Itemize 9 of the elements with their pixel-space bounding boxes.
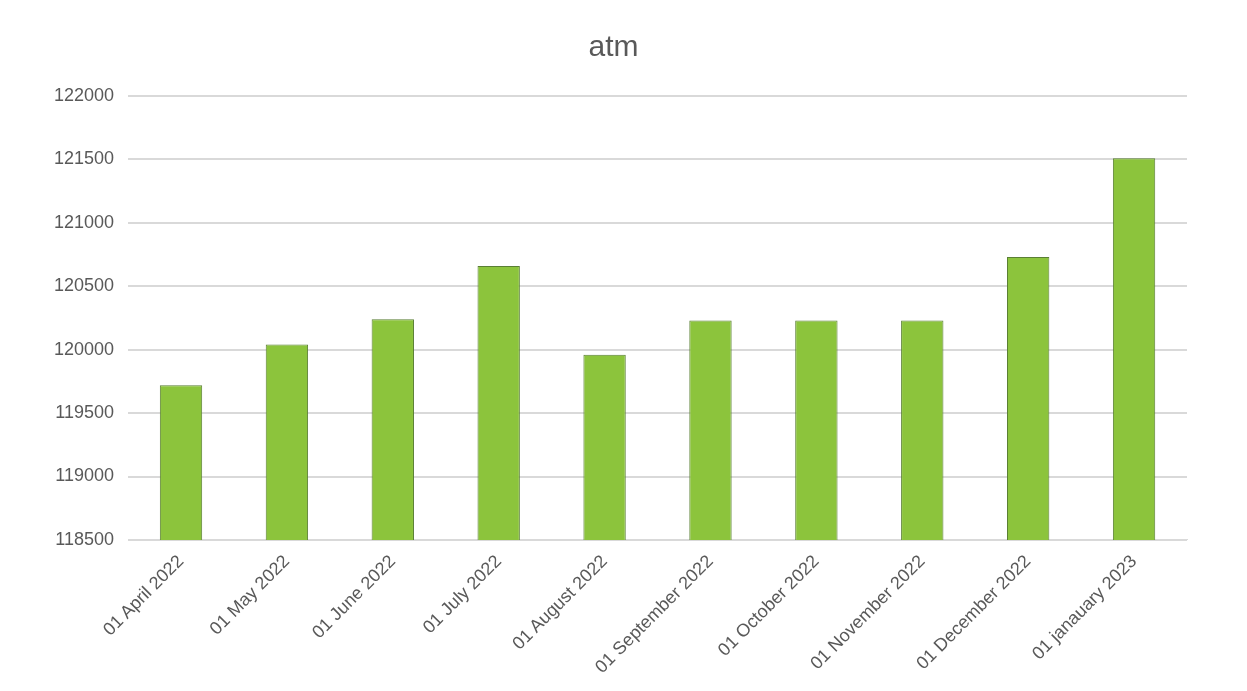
chart-title: atm — [588, 29, 639, 63]
y-tick-label: 121000 — [53, 211, 115, 232]
y-tick-label: 121500 — [53, 148, 115, 169]
y-tick-label: 119500 — [55, 402, 115, 423]
y-tick-label: 122000 — [53, 84, 115, 105]
y-tick-label: 119000 — [55, 465, 115, 486]
y-tick-label: 120000 — [53, 338, 115, 359]
y-tick-label: 118500 — [55, 528, 115, 549]
y-tick-label: 120500 — [53, 275, 115, 296]
